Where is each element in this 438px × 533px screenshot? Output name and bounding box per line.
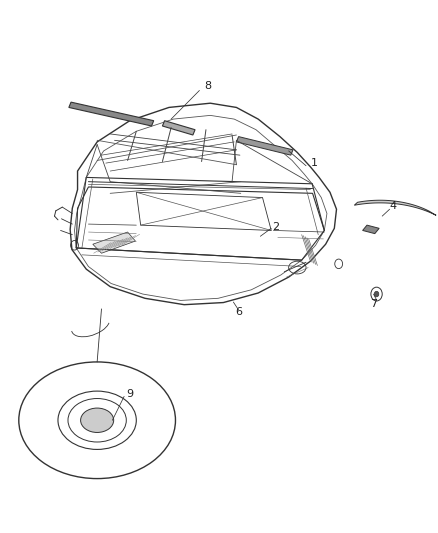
Polygon shape [363,225,379,233]
Text: 9: 9 [126,389,133,399]
Polygon shape [69,102,154,126]
Polygon shape [354,200,436,215]
Text: 6: 6 [235,306,242,317]
Ellipse shape [81,408,114,432]
Text: 1: 1 [311,158,318,168]
Circle shape [374,292,379,297]
Polygon shape [93,232,135,253]
Text: 8: 8 [205,81,212,91]
Text: 4: 4 [389,200,397,211]
Polygon shape [237,136,293,155]
Text: 7: 7 [370,298,377,309]
Text: 2: 2 [272,222,279,232]
Polygon shape [162,120,195,135]
